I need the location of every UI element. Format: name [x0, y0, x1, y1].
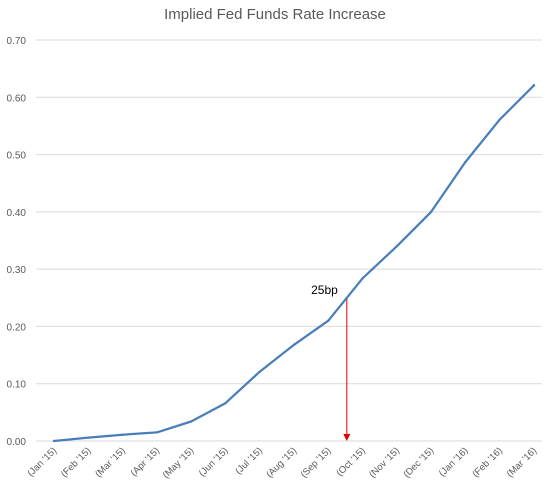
data-point [87, 436, 90, 439]
x-tick-label: (Jun '15) [197, 445, 231, 479]
x-tick-label: (May '15) [161, 445, 197, 481]
data-point [361, 277, 364, 280]
chart-title: Implied Fed Funds Rate Increase [164, 6, 386, 23]
y-tick-label: 0.30 [7, 265, 27, 276]
y-tick-label: 0.20 [7, 322, 27, 333]
y-tick-label: 0.10 [7, 380, 27, 391]
data-point [155, 431, 159, 434]
x-tick-label: (Nov '15) [367, 445, 402, 480]
data-point [224, 401, 227, 405]
y-tick-label: 0.60 [7, 93, 27, 104]
y-tick-label: 0.50 [7, 151, 27, 162]
x-tick-label: (Sep '15) [299, 445, 334, 480]
series-line [52, 84, 536, 443]
x-tick-label: (Jul '15) [233, 445, 264, 476]
x-tick-label: (Mar '16) [505, 445, 539, 479]
y-tick-label: 0.00 [7, 437, 27, 448]
data-point [464, 160, 467, 164]
data-point [327, 319, 330, 322]
data-point [532, 84, 536, 87]
data-point [395, 245, 399, 248]
data-point [292, 343, 296, 346]
x-tick-label: (Jan '15) [25, 445, 59, 479]
x-tick-label: (Mar '15) [93, 445, 127, 479]
x-tick-label: (Oct '15) [334, 445, 367, 478]
data-point [498, 118, 501, 121]
x-tick-label: (Jan '16) [437, 445, 471, 479]
y-tick-label: 0.40 [7, 208, 27, 219]
data-point [121, 433, 124, 436]
x-tick-label: (Aug '15) [264, 445, 299, 480]
data-point [429, 210, 433, 214]
x-tick-label: (Feb '15) [59, 445, 93, 479]
annotation-label: 25bp [311, 283, 338, 297]
data-point [189, 420, 193, 423]
annotation-arrow-head [343, 434, 351, 441]
x-tick-label: (Dec '15) [401, 445, 436, 480]
x-tick-label: (Feb '16) [470, 445, 504, 479]
y-tick-label: 0.70 [7, 36, 27, 47]
x-tick-label: (Apr '15) [129, 445, 162, 478]
data-point [258, 370, 261, 373]
data-point [52, 439, 56, 443]
